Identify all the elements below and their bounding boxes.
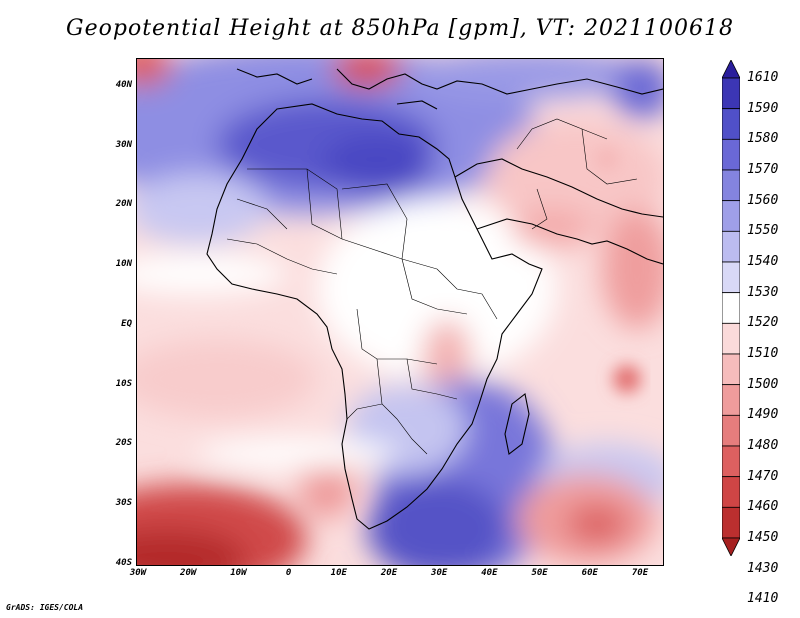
- colorbar-box-11: [721, 384, 741, 416]
- colorbar-label-1590: 1590: [747, 100, 779, 116]
- colorbar-label-1520: 1520: [747, 315, 779, 331]
- colorbar-box-2: [721, 108, 741, 140]
- colorbar-label-1570: 1570: [747, 162, 779, 177]
- coastlines: [206, 68, 663, 530]
- colorbar-label-1580: 1580: [747, 131, 779, 147]
- lat-label-40s: 40S: [115, 557, 132, 568]
- geopotential-map: [136, 58, 664, 566]
- height-field: [137, 59, 663, 565]
- grads-credit: GrADS: IGES/COLA: [6, 603, 84, 612]
- colorbar-box-8: [721, 292, 741, 324]
- map-canvas: [137, 59, 663, 565]
- colorbar-box-5: [721, 200, 741, 232]
- colorbar-label-1480: 1480: [747, 438, 779, 453]
- colorbar-scale: [721, 59, 741, 557]
- colorbar-label-1560: 1560: [747, 192, 779, 208]
- colorbar-label-1500: 1500: [747, 376, 779, 392]
- colorbar-box-3: [721, 138, 741, 171]
- lon-label-0: 0: [285, 568, 292, 578]
- colorbar-box-10: [721, 353, 741, 386]
- lon-label-50e: 50E: [531, 568, 548, 578]
- colorbar-label-1410: 1410: [747, 591, 779, 607]
- colorbar-label-1450: 1450: [747, 530, 779, 545]
- lat-label-30n: 30N: [115, 139, 132, 150]
- colorbar-label-1530: 1530: [747, 284, 779, 300]
- colorbar-box-4: [721, 169, 741, 202]
- lat-label-20s: 20S: [115, 438, 132, 449]
- colorbar-box-12: [721, 414, 741, 447]
- colorbar-box-1: [721, 77, 741, 110]
- colorbar-box-7: [721, 261, 741, 294]
- colorbar-box-13: [721, 445, 741, 478]
- lon-label-10e: 10E: [330, 568, 347, 578]
- lat-label-10n: 10N: [115, 259, 132, 270]
- lon-label-30w: 30W: [129, 568, 147, 578]
- colorbar-label-1610: 1610: [747, 70, 779, 85]
- colorbar: [721, 59, 741, 557]
- low-center-marker: [613, 365, 641, 393]
- colorbar-label-1460: 1460: [747, 499, 779, 515]
- lat-label-30s: 30S: [115, 497, 132, 508]
- lon-label-30e: 30E: [431, 568, 448, 578]
- lat-label-20n: 20N: [115, 199, 132, 210]
- lat-label-eq: EQ: [121, 318, 132, 329]
- colorbar-label-1540: 1540: [747, 254, 779, 269]
- lon-label-40e: 40E: [481, 568, 498, 578]
- colorbar-label-1470: 1470: [747, 468, 779, 484]
- colorbar-box-14: [721, 476, 741, 508]
- lat-label-10s: 10S: [115, 378, 132, 389]
- colorbar-label-1490: 1490: [747, 407, 779, 423]
- colorbar-label-1430: 1430: [747, 560, 779, 576]
- colorbar-box-6: [721, 230, 741, 263]
- colorbar-bottom-arrow: [721, 537, 741, 557]
- map-title: Geopotential Height at 850hPa [gpm], VT:…: [66, 16, 734, 41]
- lon-label-20e: 20E: [380, 568, 398, 578]
- colorbar-box-9: [721, 322, 741, 355]
- colorbar-top-arrow: [721, 59, 741, 79]
- colorbar-box-15: [721, 506, 741, 539]
- lon-label-60e: 60E: [581, 568, 598, 578]
- country-borders: [226, 118, 638, 455]
- lon-label-70e: 70E: [631, 568, 649, 578]
- colorbar-label-1510: 1510: [747, 346, 779, 361]
- colorbar-label-1550: 1550: [747, 223, 779, 239]
- lon-label-20w: 20W: [180, 568, 197, 578]
- lat-label-40n: 40N: [115, 80, 132, 90]
- lon-label-10w: 10W: [230, 568, 247, 578]
